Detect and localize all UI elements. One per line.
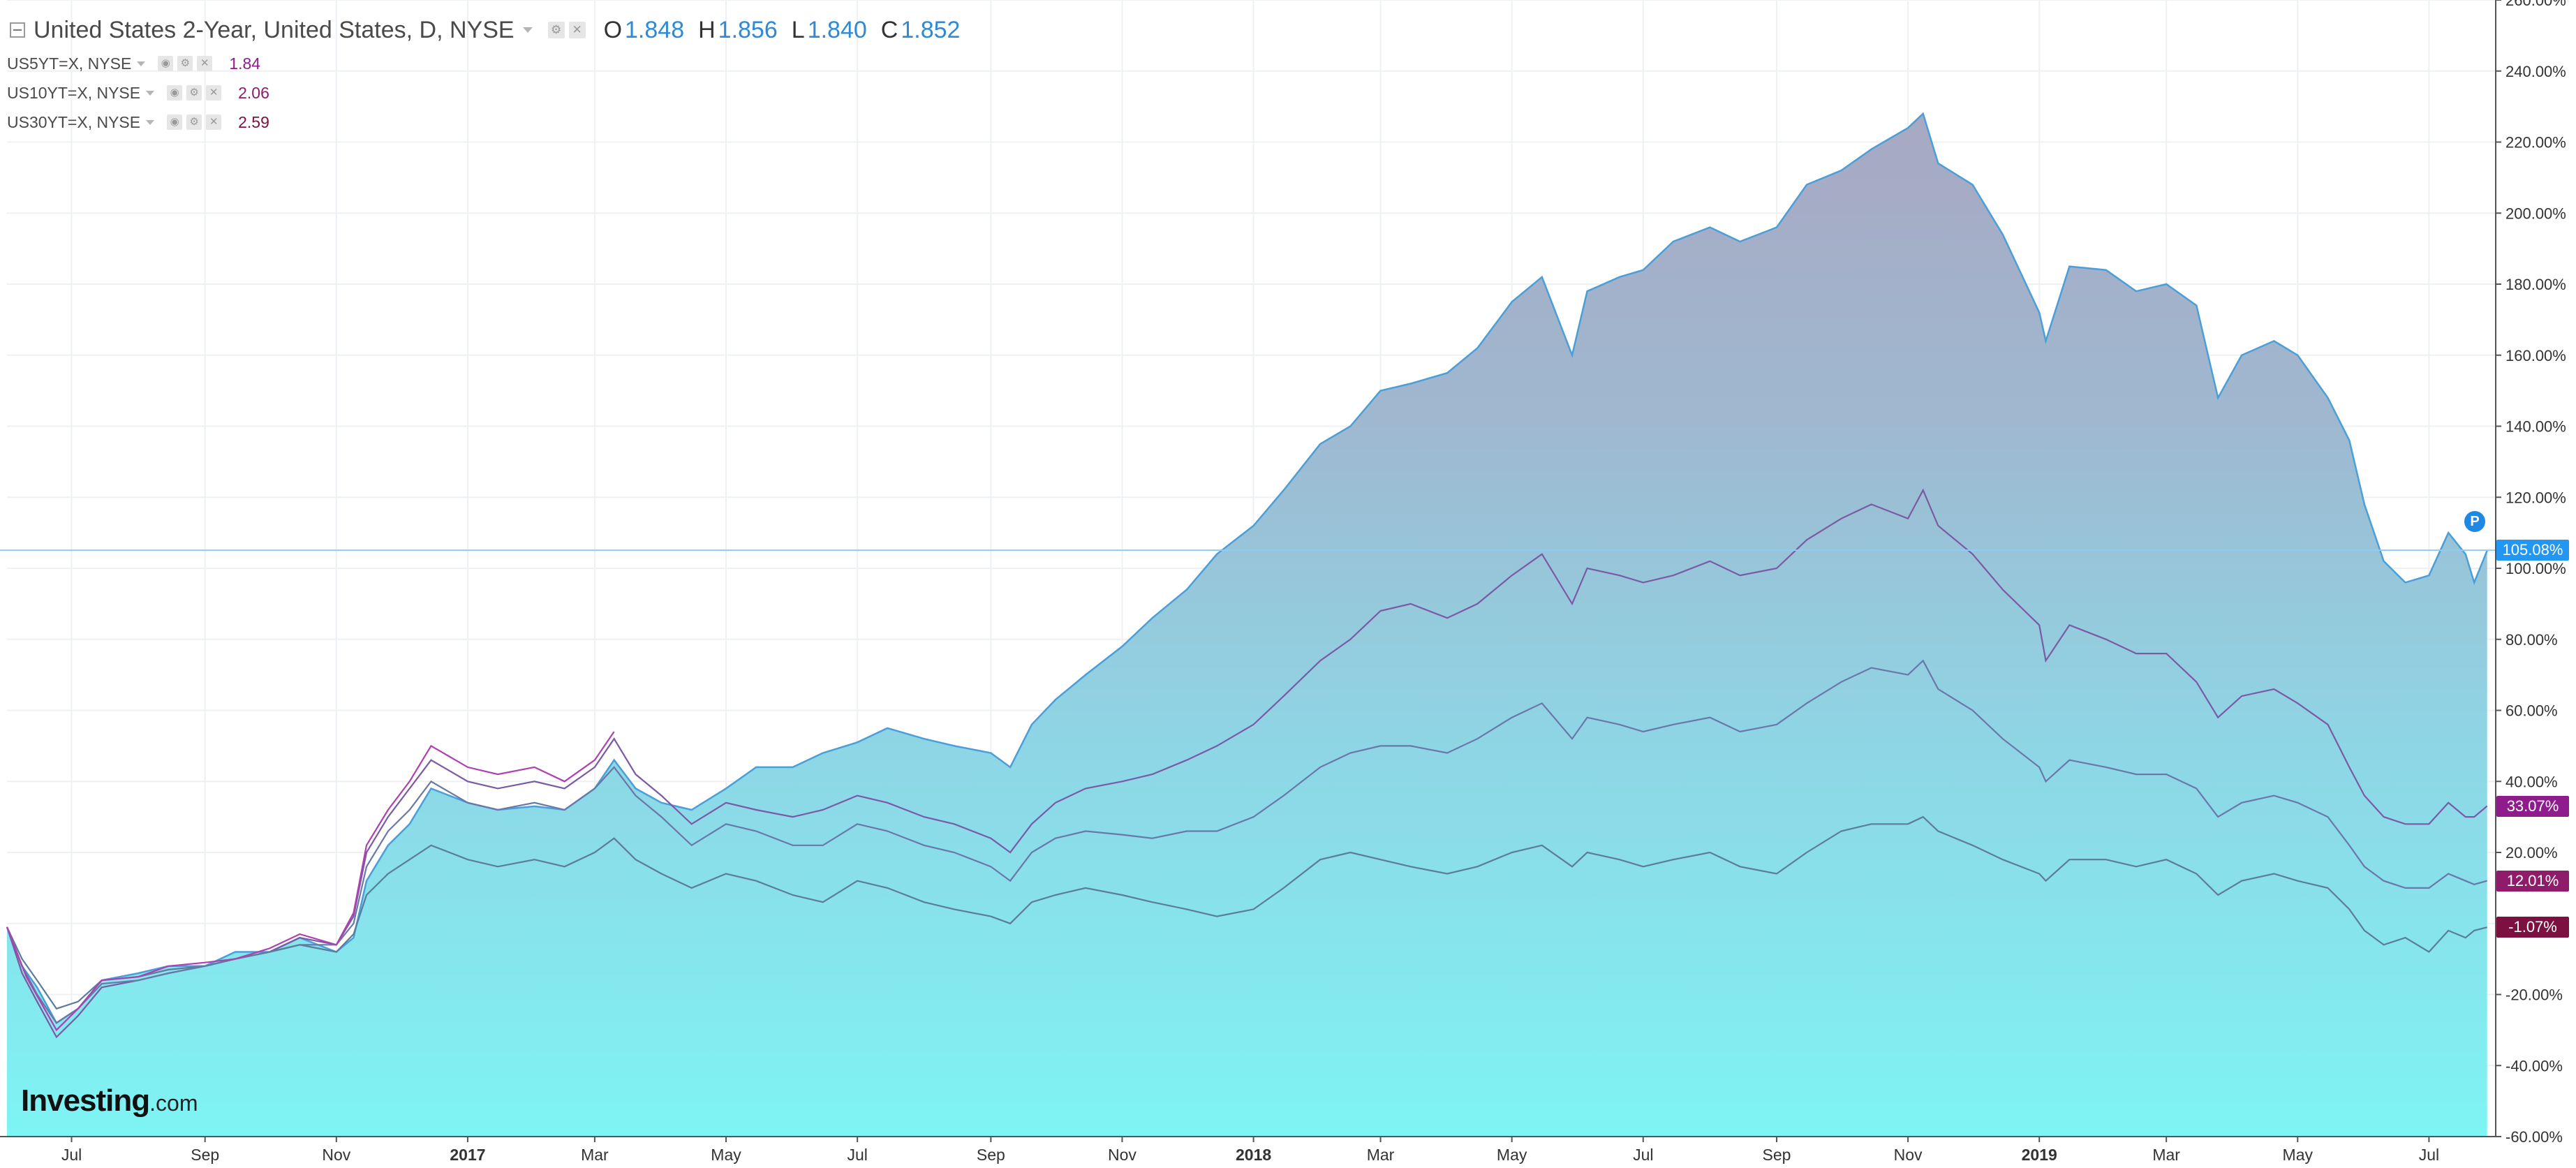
- y-tick-label: 60.00%: [2505, 702, 2558, 720]
- x-tick-label: Mar: [1367, 1146, 1395, 1164]
- y-tick-label: -60.00%: [2505, 1128, 2563, 1146]
- settings-icon[interactable]: ⚙: [186, 114, 202, 130]
- series-line-3: [6, 815, 2487, 1010]
- x-tick-label: Sep: [977, 1146, 1005, 1164]
- y-tick-label: 200.00%: [2505, 205, 2566, 222]
- x-tick-label: 2018: [1236, 1146, 1271, 1164]
- x-tick-label: Jul: [847, 1146, 867, 1164]
- y-tick-label: 220.00%: [2505, 134, 2566, 151]
- legend-label-us5[interactable]: US5YT=X, NYSE: [7, 54, 132, 73]
- area-layer: [7, 113, 2487, 1137]
- series-line-1: [6, 488, 2488, 1039]
- x-tick-label: Sep: [191, 1146, 219, 1164]
- y-tick-label: 260.00%: [2505, 0, 2566, 9]
- y-tick-label: 20.00%: [2505, 844, 2558, 862]
- y-tick-label: 80.00%: [2505, 631, 2558, 649]
- y-tick-label: 160.00%: [2505, 347, 2566, 364]
- y-tick-label: 40.00%: [2505, 773, 2558, 790]
- high-key: H: [698, 16, 716, 43]
- x-tick-label: Nov: [1894, 1146, 1923, 1164]
- close-value: 1.852: [901, 16, 961, 43]
- logo-suffix: .com: [149, 1091, 198, 1116]
- legend-main-title[interactable]: United States 2-Year, United States, D, …: [34, 16, 515, 43]
- legend-value-us30: 2.59: [238, 112, 269, 131]
- close-icon[interactable]: ✕: [206, 85, 222, 101]
- legend-value-us10: 2.06: [238, 83, 269, 102]
- price-badge-main: 105.08%: [2496, 540, 2569, 561]
- settings-icon[interactable]: ⚙: [177, 56, 193, 71]
- legend-row-us30: US30YT=X, NYSE ◉ ⚙ ✕ 2.59: [7, 108, 960, 137]
- x-tick-label: Jul: [1633, 1146, 1653, 1164]
- low-value: 1.840: [807, 16, 867, 43]
- settings-icon[interactable]: ⚙: [547, 22, 565, 38]
- y-tick-label: 180.00%: [2505, 276, 2566, 293]
- close-icon[interactable]: ✕: [206, 114, 222, 130]
- series-line-4: [6, 731, 615, 1032]
- y-tick-label: -40.00%: [2505, 1057, 2563, 1074]
- eye-icon[interactable]: ◉: [167, 85, 183, 101]
- close-key: C: [880, 16, 898, 43]
- price-marker-icon[interactable]: P: [2464, 511, 2485, 532]
- legend-value-us5: 1.84: [229, 54, 261, 73]
- y-tick-label: 120.00%: [2505, 489, 2566, 506]
- price-badge-us30: -1.07%: [2496, 917, 2569, 938]
- x-tick-label: Nov: [322, 1146, 350, 1164]
- close-icon[interactable]: ✕: [568, 22, 586, 38]
- collapse-legend-icon[interactable]: [10, 22, 25, 38]
- legend-us30-dropdown-icon[interactable]: [146, 119, 155, 125]
- legend-row-us5: US5YT=X, NYSE ◉ ⚙ ✕ 1.84: [7, 49, 960, 78]
- legend-row-us10: US10YT=X, NYSE ◉ ⚙ ✕ 2.06: [7, 78, 960, 108]
- x-tick-label: May: [1497, 1146, 1527, 1164]
- high-value: 1.856: [718, 16, 778, 43]
- x-tick-label: Mar: [2152, 1146, 2180, 1164]
- eye-icon[interactable]: ◉: [158, 56, 174, 71]
- x-tick-label: Nov: [1108, 1146, 1137, 1164]
- legend-label-us10[interactable]: US10YT=X, NYSE: [7, 83, 141, 102]
- x-tick-label: Jul: [61, 1146, 82, 1164]
- x-tick-label: May: [711, 1146, 741, 1164]
- price-badge-us5: 33.07%: [2496, 795, 2569, 817]
- y-tick-label: 140.00%: [2505, 418, 2566, 436]
- settings-icon[interactable]: ⚙: [186, 85, 202, 101]
- price-badge-us10: 12.01%: [2496, 870, 2569, 892]
- legend: United States 2-Year, United States, D, …: [7, 11, 960, 137]
- x-tick-label: Sep: [1763, 1146, 1791, 1164]
- series-line-2: [6, 659, 2487, 1024]
- eye-icon[interactable]: ◉: [167, 114, 183, 130]
- x-tick-label: May: [2283, 1146, 2314, 1164]
- legend-main-row: United States 2-Year, United States, D, …: [7, 11, 960, 49]
- x-tick-label: 2019: [2022, 1146, 2057, 1164]
- close-icon[interactable]: ✕: [197, 56, 213, 71]
- y-tick-label: 240.00%: [2505, 63, 2566, 80]
- line-layer: [0, 112, 2496, 1039]
- investing-logo: Investing.com: [21, 1084, 198, 1118]
- x-tick-label: Mar: [581, 1146, 609, 1164]
- low-key: L: [791, 16, 805, 43]
- open-value: 1.848: [625, 16, 685, 43]
- legend-us5-dropdown-icon[interactable]: [137, 61, 146, 66]
- open-key: O: [603, 16, 623, 43]
- legend-label-us30[interactable]: US30YT=X, NYSE: [7, 112, 141, 131]
- x-tick-label: 2017: [450, 1146, 485, 1164]
- legend-us10-dropdown-icon[interactable]: [146, 90, 155, 96]
- legend-main-dropdown-icon[interactable]: [522, 27, 533, 33]
- logo-text: Investing: [21, 1084, 150, 1118]
- y-tick-label: -20.00%: [2505, 986, 2563, 1004]
- x-tick-label: Jul: [2419, 1146, 2439, 1164]
- y-tick-label: 100.00%: [2505, 560, 2566, 577]
- series-area-0: [7, 113, 2487, 1137]
- series-line-0: [6, 112, 2488, 1024]
